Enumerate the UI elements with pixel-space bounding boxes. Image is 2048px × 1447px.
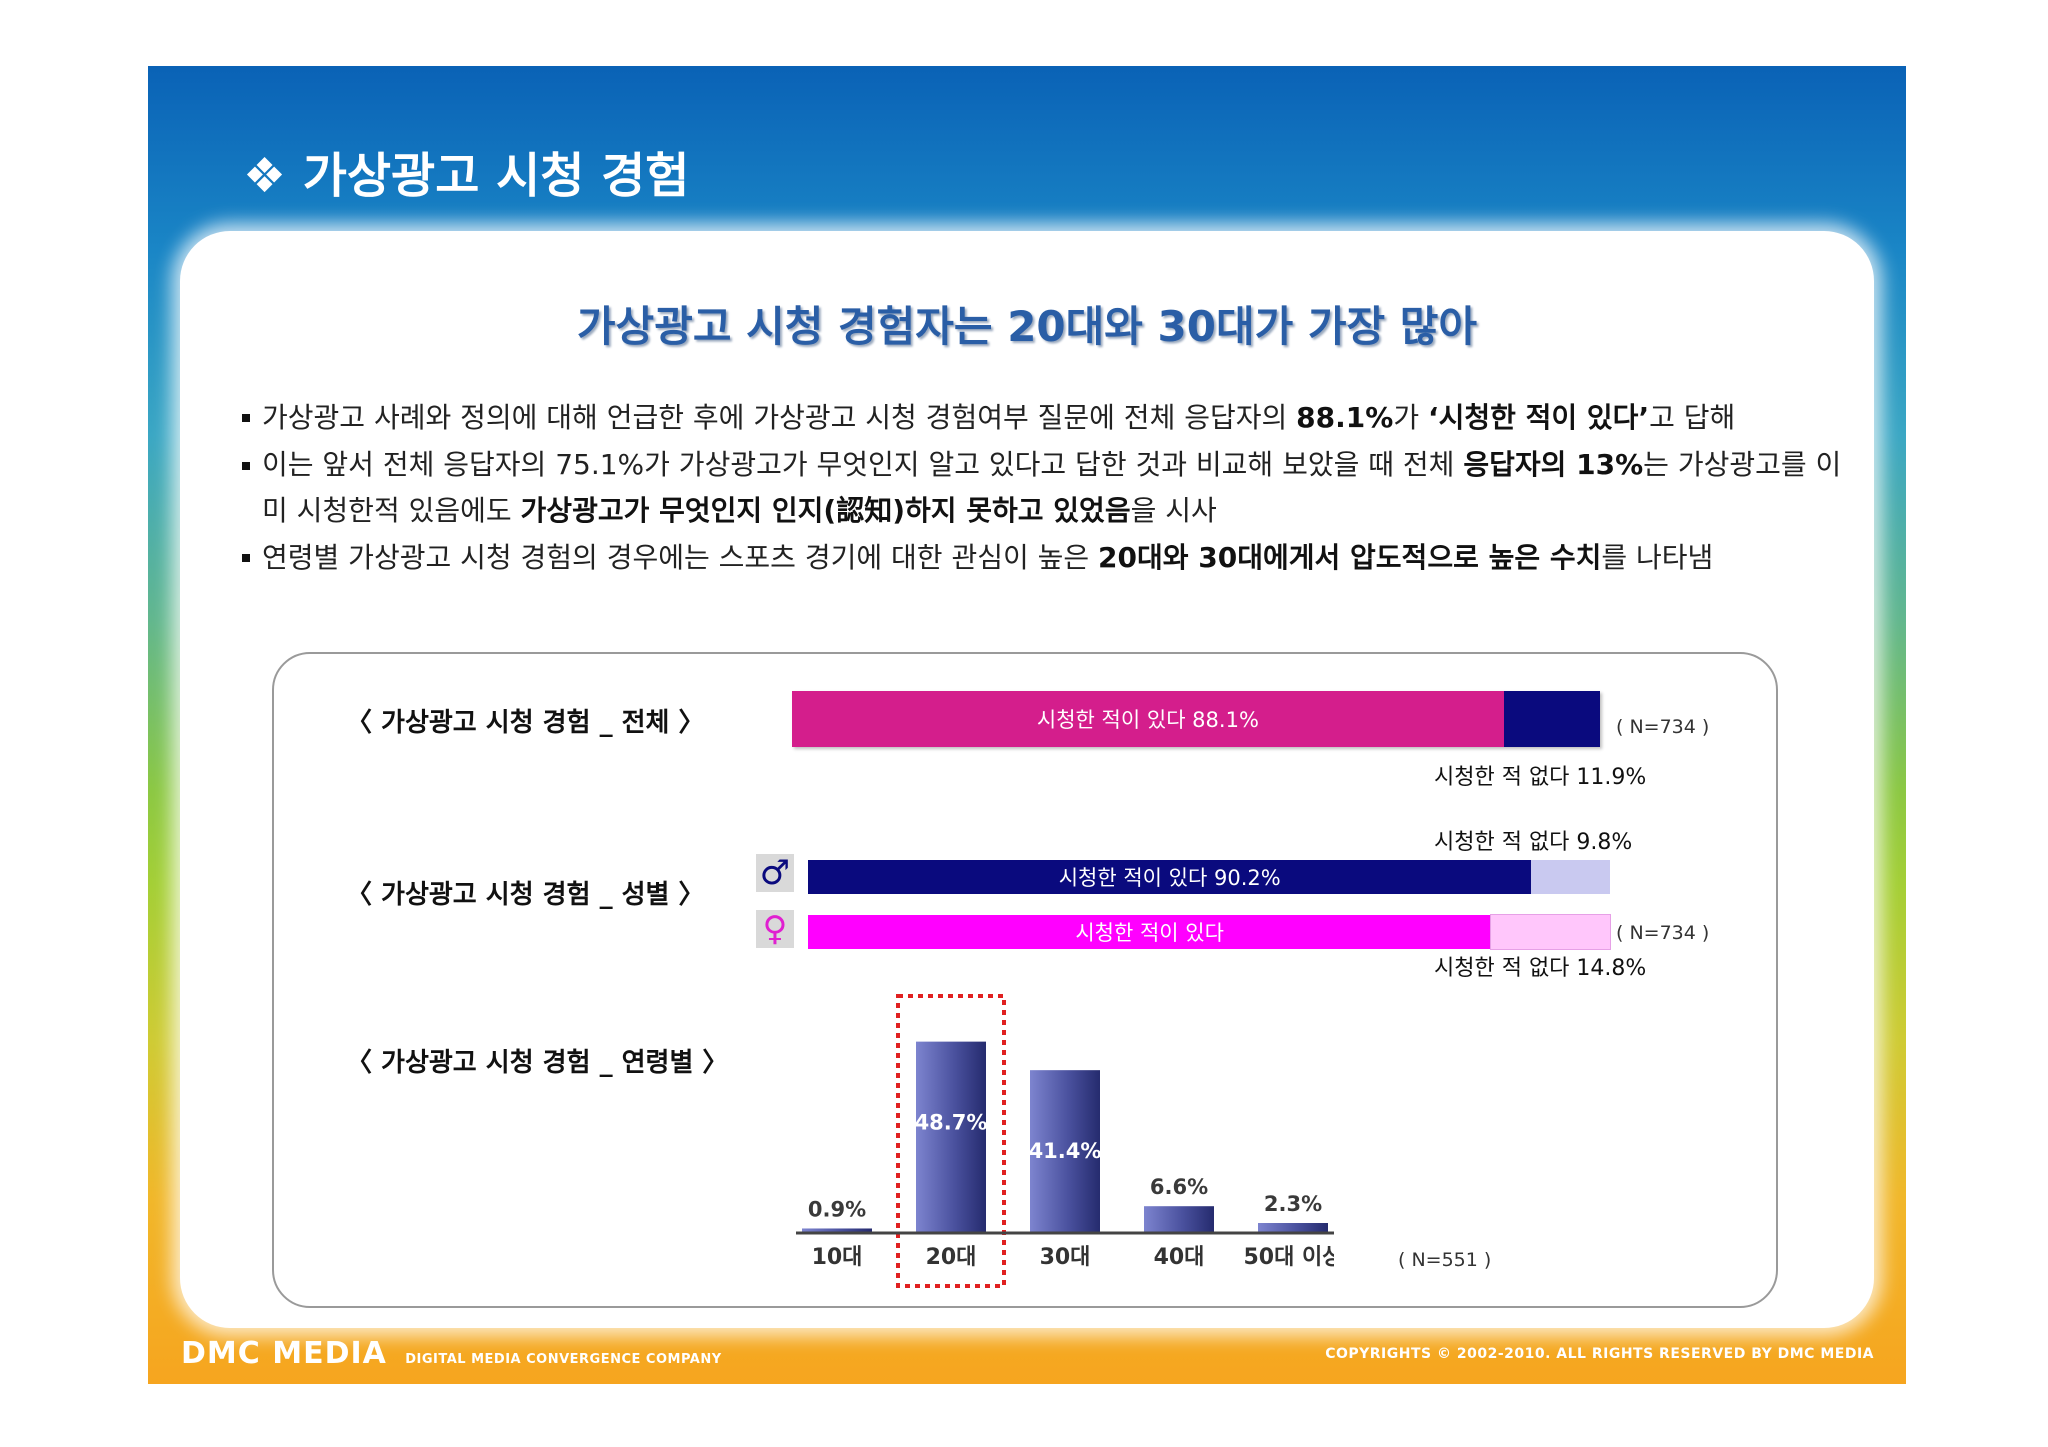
age-value-label: 48.7% (915, 1111, 988, 1135)
slide: ❖ 가상광고 시청 경험 가상광고 시청 경험자는 20대와 30대가 가장 많… (148, 66, 1906, 1384)
female-stacked-bar: 시청한 적이 있다 (808, 914, 1611, 950)
total-yes-segment (792, 691, 1504, 747)
total-stacked-bar: 시청한 적이 있다 88.1% (792, 691, 1600, 747)
female-no-segment (1490, 914, 1611, 950)
content-panel: 가상광고 시청 경험자는 20대와 30대가 가장 많아 가상광고 사례와 정의… (180, 231, 1874, 1328)
bullet-list: 가상광고 사례와 정의에 대해 언급한 후에 가상광고 시청 경험여부 질문에 … (240, 394, 1850, 582)
section-label-gender: 〈 가상광고 시청 경험 _ 성별 〉 (346, 880, 705, 910)
footer-logo: DMC MEDIA DIGITAL MEDIA CONVERGENCE COMP… (181, 1336, 722, 1371)
age-bar (1030, 1070, 1100, 1232)
age-value-label: 2.3% (1264, 1192, 1322, 1216)
footer-copyright: COPYRIGHTS © 2002-2010. ALL RIGHTS RESER… (1325, 1346, 1874, 1362)
section-label-age: 〈 가상광고 시청 경험 _ 연령별 〉 (346, 1048, 729, 1078)
bullet-emphasis: 88.1% (1296, 401, 1394, 434)
male-no-segment (1531, 860, 1610, 894)
bullet-text: 가상광고 사례와 정의에 대해 언급한 후에 가상광고 시청 경험여부 질문에 … (262, 401, 1297, 434)
female-no-label: 시청한 적 없다 14.8% (1434, 956, 1647, 981)
bullet-text: 는 가상광고를 이미 시청한적 있음에도 (262, 448, 1842, 527)
bullet-text: 고 답해 (1649, 401, 1736, 434)
slide-title: ❖ 가상광고 시청 경험 (243, 148, 690, 204)
age-value-label: 41.4% (1029, 1139, 1102, 1163)
age-category-label: 10대 (812, 1245, 863, 1270)
age-bar-chart: 0.9% 10대 48.7% 20대 41.4% 30대 6.6% 40대 2.3% 50대 이상 (796, 994, 1335, 1288)
female-symbol-icon: ♀ (756, 909, 794, 949)
age-bar (802, 1228, 872, 1232)
chart-box: 〈 가상광고 시청 경험 _ 전체 〉 시청한 적이 있다 88.1% ( N=… (272, 652, 1778, 1308)
age-category-label: 40대 (1154, 1245, 1205, 1270)
age-category-label: 20대 (926, 1245, 977, 1270)
bullet-text: 가 (1393, 401, 1428, 434)
logo-tagline: DIGITAL MEDIA CONVERGENCE COMPANY (405, 1352, 722, 1367)
bullet-emphasis: ‘시청한 적이 있다’ (1427, 401, 1650, 434)
bullet-text: 를 나타냄 (1601, 541, 1714, 574)
female-yes-label: 시청한 적이 있다 (1075, 921, 1224, 945)
age-category-label: 30대 (1040, 1245, 1091, 1270)
gender-n-count: ( N=734 ) (1616, 922, 1710, 944)
bullet-emphasis: 응답자의 13% (1463, 448, 1644, 481)
age-bar (1144, 1206, 1214, 1232)
male-stacked-bar: 시청한 적이 있다 90.2% (808, 860, 1610, 894)
highlight-box (896, 994, 1006, 1288)
age-value-label: 0.9% (808, 1197, 866, 1221)
total-n-count: ( N=734 ) (1616, 716, 1710, 738)
male-yes-segment (808, 860, 1532, 894)
bullet-emphasis: 가상광고가 무엇인지 인지(認知)하지 못하고 있었음 (520, 494, 1131, 527)
bullet-text: 을 시사 (1130, 494, 1217, 527)
male-no-label: 시청한 적 없다 9.8% (1434, 830, 1633, 855)
bullet-item: 가상광고 사례와 정의에 대해 언급한 후에 가상광고 시청 경험여부 질문에 … (240, 394, 1850, 442)
female-yes-segment (808, 915, 1492, 949)
total-yes-label: 시청한 적이 있다 88.1% (1036, 708, 1259, 732)
total-no-label: 시청한 적 없다 11.9% (1434, 765, 1647, 790)
bullet-item: 이는 앞서 전체 응답자의 75.1%가 가상광고가 무엇인지 알고 있다고 답… (240, 442, 1850, 534)
age-category-label: 50대 이상 (1244, 1245, 1335, 1270)
age-bar (1258, 1223, 1328, 1232)
age-n-count: ( N=551 ) (1398, 1249, 1492, 1271)
bullet-emphasis: 20대와 30대에게서 압도적으로 높은 수치 (1098, 541, 1602, 574)
total-no-segment (1503, 691, 1600, 747)
section-label-total: 〈 가상광고 시청 경험 _ 전체 〉 (346, 708, 705, 738)
age-bar (916, 1041, 986, 1232)
bullet-text: 이는 앞서 전체 응답자의 75.1%가 가상광고가 무엇인지 알고 있다고 답… (262, 448, 1464, 481)
logo-text: DMC MEDIA (181, 1336, 387, 1371)
bullet-text: 연령별 가상광고 시청 경험의 경우에는 스포츠 경기에 대한 관심이 높은 (262, 541, 1099, 574)
male-yes-label: 시청한 적이 있다 90.2% (1058, 866, 1281, 890)
male-symbol-icon: ♂ (756, 853, 794, 893)
bullet-item: 연령별 가상광고 시청 경험의 경우에는 스포츠 경기에 대한 관심이 높은 2… (240, 534, 1850, 582)
age-value-label: 6.6% (1150, 1175, 1208, 1199)
headline: 가상광고 시청 경험자는 20대와 30대가 가장 많아 (576, 302, 1478, 351)
